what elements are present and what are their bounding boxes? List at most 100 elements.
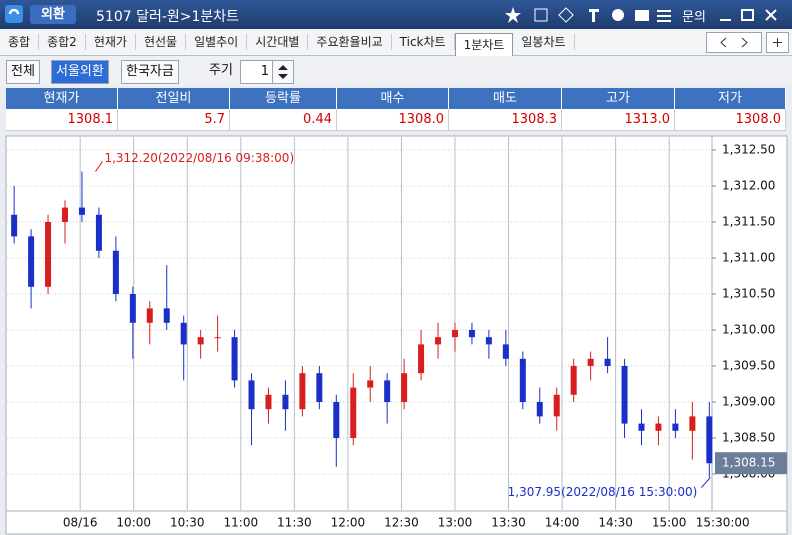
y-tick-label: 1,312.50 <box>722 142 775 156</box>
column-header: 현재가 <box>6 88 118 109</box>
quote-value: 0.44 <box>230 109 337 131</box>
tab[interactable]: 시간대별 <box>247 34 309 50</box>
x-tick-label: 11:00 <box>224 516 259 530</box>
x-tick-label: 10:00 <box>116 516 151 530</box>
quote-value: 1308.0 <box>675 109 786 131</box>
candle-body <box>28 236 35 287</box>
screen-title: 5107 달러-원>1분차트 <box>96 9 240 25</box>
candle-body <box>180 322 187 345</box>
x-tick-label: 13:30 <box>491 516 526 530</box>
candle-body <box>265 394 272 410</box>
candle-chart: 1,312.50 1,312.00 1,311.50 1,311.00 1,310.50… <box>5 135 788 535</box>
x-tick-label: 12:00 <box>331 516 366 530</box>
candle-body <box>367 380 374 388</box>
quote-value: 1313.0 <box>562 109 675 131</box>
period-spinner[interactable] <box>272 60 294 84</box>
candle-body <box>587 358 594 366</box>
filter-button[interactable]: 한국자금 <box>121 60 179 84</box>
x-tick-label: 15:00 <box>652 516 687 530</box>
last-price-label: 1,308.15 <box>722 456 775 470</box>
quote-value: 1308.0 <box>337 109 449 131</box>
window-controls[interactable] <box>718 7 788 23</box>
candle-body <box>316 373 323 402</box>
filter-button[interactable]: 서울외환 <box>51 60 109 84</box>
candle-body <box>401 373 408 402</box>
column-header: 등락률 <box>230 88 337 109</box>
tab[interactable]: Tick차트 <box>392 34 455 50</box>
tab[interactable]: 주요환율비교 <box>308 34 392 50</box>
candle-body <box>655 423 662 431</box>
tab[interactable]: 종합 <box>0 34 40 50</box>
y-tick-label: 1,309.50 <box>722 358 775 372</box>
quote-value: 5.7 <box>118 109 230 131</box>
tab[interactable]: 일별추이 <box>186 34 248 50</box>
y-tick-label: 1,312.00 <box>722 178 775 192</box>
annotation: 1,307.95(2022/08/16 15:30:00) <box>508 485 698 499</box>
column-header: 매수 <box>337 88 449 109</box>
annotation-arrow <box>95 161 103 172</box>
period-input[interactable]: 1 <box>240 60 274 84</box>
candle-body <box>231 337 238 381</box>
candle-body <box>299 373 306 410</box>
candle-body <box>129 293 136 323</box>
x-tick-label: 14:00 <box>545 516 580 530</box>
candle-body <box>163 308 170 323</box>
tab-bar: 종합 종합2 현재가 현선물 일별추이 시간대별 주요환율비교 Tick차트 1분차트 일봉차트 <box>0 29 792 56</box>
toolbar: 주기 1 전체 서울외환 한국자금 <box>0 56 792 86</box>
x-tick-label: 14:30 <box>598 516 633 530</box>
candle-body <box>502 344 509 359</box>
candle-body <box>197 337 204 345</box>
candle-body <box>435 337 442 345</box>
title-bar: 외환 5107 달러-원>1분차트 문의 <box>0 0 792 29</box>
candle-body <box>519 358 526 402</box>
tab[interactable]: 현선물 <box>136 34 187 50</box>
candle-body <box>638 423 645 431</box>
toolbar-icons[interactable] <box>505 6 675 24</box>
x-tick-label: 13:00 <box>438 516 473 530</box>
candle-body <box>451 329 458 338</box>
candle-body <box>112 250 119 294</box>
y-tick-label: 1,309.00 <box>722 394 775 408</box>
candle-body <box>689 416 696 431</box>
candle-body <box>706 416 713 464</box>
tab[interactable]: 현재가 <box>86 34 136 50</box>
x-tick-label: 08/16 <box>63 516 98 530</box>
candle-body <box>95 214 102 251</box>
column-header: 저가 <box>675 88 786 109</box>
tab-scroll[interactable] <box>706 32 790 53</box>
quote-value: 1308.1 <box>6 109 118 131</box>
y-tick-label: 1,308.50 <box>722 430 775 444</box>
candle-body <box>45 221 52 287</box>
x-tick-label: 12:30 <box>384 516 419 530</box>
tab[interactable]: 1분차트 <box>454 32 514 56</box>
candle-body <box>418 344 425 374</box>
filter-button[interactable]: 전체 <box>6 60 40 84</box>
column-header: 매도 <box>449 88 562 109</box>
candle-body <box>604 358 611 366</box>
candle-body <box>485 337 492 345</box>
tab[interactable]: 일봉차트 <box>513 34 575 50</box>
market-badge[interactable]: 외환 <box>30 5 76 24</box>
candle-body <box>468 329 475 338</box>
annotation: 1,312.20(2022/08/16 09:38:00) <box>104 151 294 165</box>
quote-value: 1308.3 <box>449 109 562 131</box>
x-tick-label: 11:30 <box>277 516 312 530</box>
candle-body <box>672 423 679 431</box>
annotation-arrow <box>700 477 711 488</box>
tab[interactable]: 종합2 <box>39 34 86 50</box>
candle-body <box>333 401 340 438</box>
candle-body <box>248 380 255 410</box>
last-price-box <box>715 452 787 475</box>
column-header: 고가 <box>562 88 675 109</box>
y-tick-label: 1,310.00 <box>722 322 775 336</box>
candle-body <box>11 214 18 237</box>
candle-body <box>146 308 153 323</box>
candle-body <box>570 365 577 395</box>
candle-body <box>78 207 85 215</box>
inquiry-menu[interactable]: 문의 <box>682 10 706 25</box>
candle-body <box>536 401 543 417</box>
candle-body <box>384 380 391 402</box>
y-tick-label: 1,310.50 <box>722 286 775 300</box>
candle-body <box>62 207 69 222</box>
quote-table: 현재가 1308.1 전일비 5.7 등락률 0.44 매수 1308.0 매도 1308.3 고가… <box>6 88 786 132</box>
